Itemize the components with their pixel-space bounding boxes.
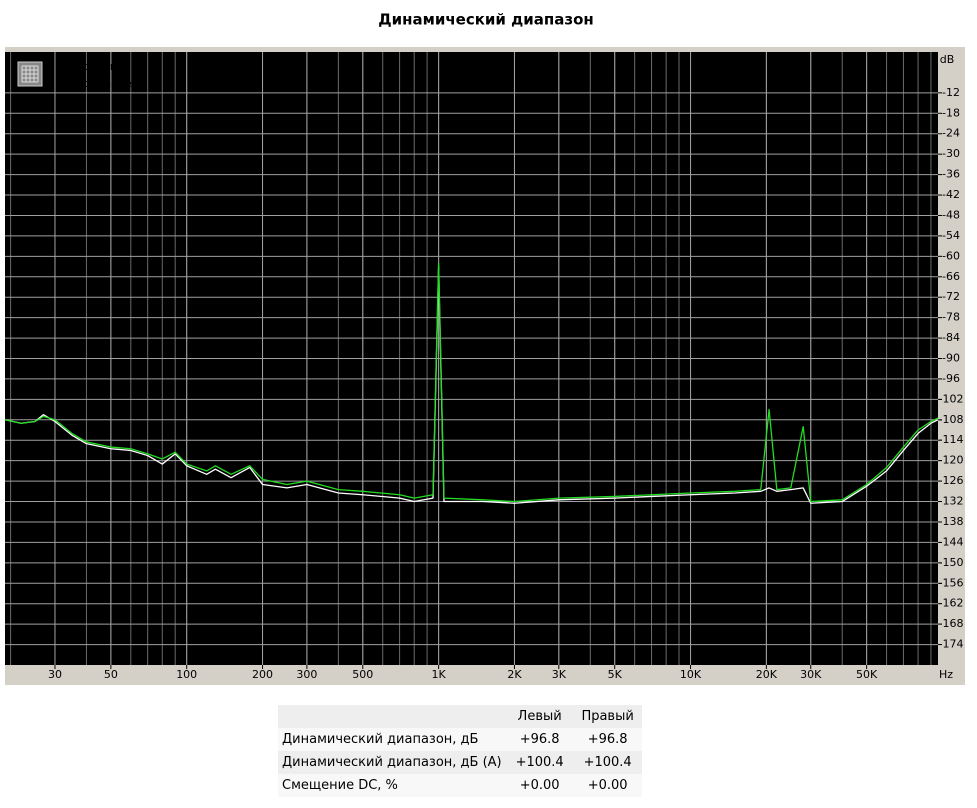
y-unit: dB <box>940 53 955 66</box>
legend-icon <box>17 61 43 87</box>
y-tick-label: -120 <box>939 454 964 467</box>
cell: +96.8 <box>587 732 628 747</box>
table-row: Динамический диапазон, дБ +96.8 +96.8 <box>278 728 642 751</box>
x-tick-label: 10K <box>680 668 702 681</box>
y-tick-label: -72 <box>942 290 960 303</box>
x-tick-label: 30 <box>48 668 62 681</box>
y-tick-label: -156 <box>939 576 964 589</box>
x-tick-label: 20K <box>756 668 778 681</box>
y-tick-label: -42 <box>942 188 960 201</box>
x-tick-label: 100 <box>176 668 197 681</box>
x-tick-label: 50K <box>856 668 878 681</box>
column-header: Левый <box>517 709 562 724</box>
y-tick-label: -126 <box>939 474 964 487</box>
y-tick-label: -24 <box>942 127 960 140</box>
series-line <box>4 265 939 504</box>
chart: Динамический диапазон dB Hz 30 50 100 200 30… <box>4 11 965 685</box>
x-tick-label: 50 <box>104 668 118 681</box>
y-tick-label: -84 <box>942 331 960 344</box>
y-tick-label: -150 <box>939 556 964 569</box>
x-tick-label: 300 <box>296 668 317 681</box>
row-label: Динамический диапазон, дБ (A) <box>282 755 502 770</box>
y-tick-label: -132 <box>939 495 964 508</box>
y-tick-label: -48 <box>942 208 960 221</box>
row-label: Динамический диапазон, дБ <box>282 732 479 747</box>
y-tick-label: -144 <box>939 535 964 548</box>
x-tick-label: 5K <box>608 668 623 681</box>
y-tick-label: -90 <box>942 352 960 365</box>
legend-label: Left channel <box>59 60 127 73</box>
y-tick-label: -54 <box>942 229 960 242</box>
y-tick-label: -108 <box>939 413 964 426</box>
stats-table: Левый Правый Динамический диапазон, дБ +96… <box>278 705 642 797</box>
row-label: Смещение DC, % <box>282 778 398 793</box>
x-tick-label: 200 <box>252 668 273 681</box>
y-tick-label: -102 <box>939 392 964 405</box>
cell: +0.00 <box>587 778 628 793</box>
x-tick-label: 1K <box>432 668 447 681</box>
table-row: Смещение DC, % +0.00 +0.00 <box>278 774 642 797</box>
x-tick-label: 500 <box>352 668 373 681</box>
column-header: Правый <box>581 709 634 724</box>
cell: +0.00 <box>519 778 560 793</box>
y-tick-label: -12 <box>942 86 960 99</box>
y-tick-label: -162 <box>939 597 964 610</box>
y-tick-label: -174 <box>939 638 964 651</box>
x-tick-label: 2K <box>507 668 522 681</box>
chart-title: Динамический диапазон <box>378 11 594 29</box>
y-tick-label: -30 <box>942 147 960 160</box>
x-tick-label: 30K <box>800 668 822 681</box>
y-tick-label: -18 <box>942 106 960 119</box>
y-tick-label: -36 <box>942 168 960 181</box>
y-tick-label: -96 <box>942 372 960 385</box>
x-unit: Hz <box>939 668 953 681</box>
y-tick-label: -114 <box>939 433 964 446</box>
table-header: Левый Правый <box>278 705 642 728</box>
y-tick-label: -78 <box>942 311 960 324</box>
legend-label: Right channel <box>59 77 135 90</box>
table-row: Динамический диапазон, дБ (A) +100.4 +100.… <box>278 751 642 774</box>
cell: +100.4 <box>515 755 564 770</box>
y-tick-label: -60 <box>942 249 960 262</box>
y-tick-label: -66 <box>942 270 960 283</box>
cell: +96.8 <box>519 732 560 747</box>
series-line <box>4 262 939 503</box>
cell: +100.4 <box>583 755 632 770</box>
y-tick-label: -138 <box>939 515 964 528</box>
y-tick-label: -168 <box>939 617 964 630</box>
x-tick-label: 3K <box>552 668 567 681</box>
